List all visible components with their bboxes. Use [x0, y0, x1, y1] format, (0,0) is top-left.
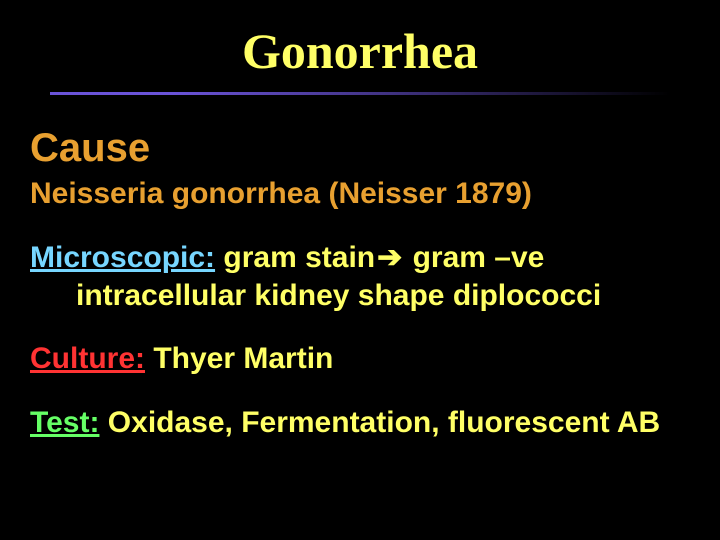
test-text: Oxidase, Fermentation, fluorescent AB — [108, 406, 660, 439]
cause-heading: Cause — [30, 126, 700, 171]
microscopic-line1: Microscopic: gram stain➔ gram –ve — [30, 239, 700, 277]
slide: Gonorrhea Cause Neisseria gonorrhea (Nei… — [0, 0, 720, 540]
test-line: Test: Oxidase, Fermentation, fluorescent… — [30, 404, 700, 442]
microscopic-label: Microscopic: — [30, 241, 215, 274]
cause-subheading: Neisseria gonorrhea (Neisser 1879) — [30, 177, 700, 211]
underline-gradient — [50, 92, 670, 95]
test-label: Test: — [30, 406, 99, 439]
microscopic-before: gram stain — [223, 241, 375, 274]
microscopic-line: Microscopic: gram stain➔ gram –ve intrac… — [30, 239, 700, 314]
culture-text: Thyer Martin — [153, 342, 333, 375]
arrow-icon: ➔ — [377, 241, 402, 274]
microscopic-after1: gram –ve — [413, 241, 545, 274]
microscopic-line2: intracellular kidney shape diplococci — [30, 277, 700, 315]
culture-label: Culture: — [30, 342, 145, 375]
slide-body: Cause Neisseria gonorrhea (Neisser 1879)… — [30, 126, 700, 441]
slide-title: Gonorrhea — [0, 22, 720, 80]
title-underline — [50, 92, 670, 100]
culture-line: Culture: Thyer Martin — [30, 340, 700, 378]
